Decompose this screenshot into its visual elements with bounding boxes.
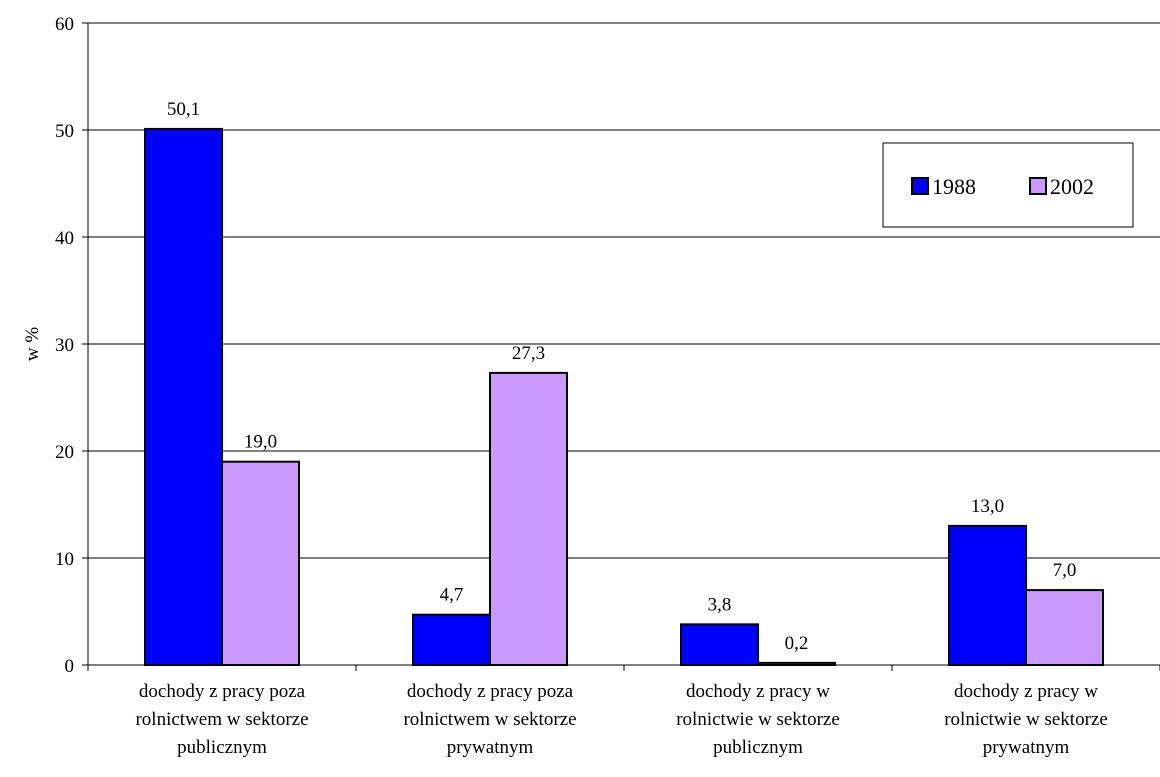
data-label-2002-cat3: 0,2 <box>785 633 809 654</box>
bar-2002-cat4 <box>1025 589 1104 666</box>
x-category-label-3-line2: rolnictwie w sektorze <box>676 709 840 730</box>
bar-2002-cat2 <box>489 371 568 666</box>
legend-swatch-2002 <box>1029 177 1047 195</box>
data-label-1988-cat3: 3,8 <box>708 594 732 615</box>
x-category-label-4-line2: rolnictwie w sektorze <box>944 709 1108 730</box>
legend-label-2002: 2002 <box>1050 174 1094 199</box>
y-axis-label: w % <box>22 327 43 361</box>
data-label-1988-cat1: 50,1 <box>167 99 200 120</box>
y-tick-label-30: 30 <box>55 335 74 356</box>
x-category-label-2-line3: prywatnym <box>447 737 534 758</box>
legend-label-1988: 1988 <box>932 174 976 199</box>
x-category-label-4-line1: dochody z pracy w <box>954 681 1098 702</box>
y-tick-label-0: 0 <box>65 656 75 677</box>
data-label-2002-cat2: 27,3 <box>512 343 545 364</box>
y-tick-label-40: 40 <box>55 228 74 249</box>
data-label-2002-cat4: 7,0 <box>1053 560 1077 581</box>
data-label-2002-cat1: 19,0 <box>244 432 277 453</box>
x-category-label-3-line3: publicznym <box>713 737 803 758</box>
data-label-1988-cat2: 4,7 <box>440 585 464 606</box>
bar-2002-cat3 <box>757 661 836 666</box>
y-tick-label-60: 60 <box>55 14 74 35</box>
x-category-label-1-line3: publicznym <box>177 737 267 758</box>
x-category-label-1-line2: rolnictwem w sektorze <box>135 709 308 730</box>
data-label-1988-cat4: 13,0 <box>971 496 1004 517</box>
x-category-label-4-line3: prywatnym <box>983 737 1070 758</box>
y-tick-label-10: 10 <box>55 549 74 570</box>
legend-swatch-1988 <box>911 177 929 195</box>
bar-1988-cat2 <box>412 613 491 667</box>
y-tick-label-50: 50 <box>55 121 74 142</box>
bar-1988-cat1 <box>144 127 223 666</box>
y-tick-label-20: 20 <box>55 442 74 463</box>
bar-1988-cat3 <box>680 623 759 667</box>
x-category-label-2-line1: dochody z pracy poza <box>407 681 574 702</box>
x-category-label-1-line1: dochody z pracy poza <box>139 681 306 702</box>
x-category-label-2-line2: rolnictwem w sektorze <box>403 709 576 730</box>
x-category-label-3-line1: dochody z pracy w <box>686 681 830 702</box>
bar-1988-cat4 <box>948 524 1027 667</box>
bar-2002-cat1 <box>221 460 300 667</box>
